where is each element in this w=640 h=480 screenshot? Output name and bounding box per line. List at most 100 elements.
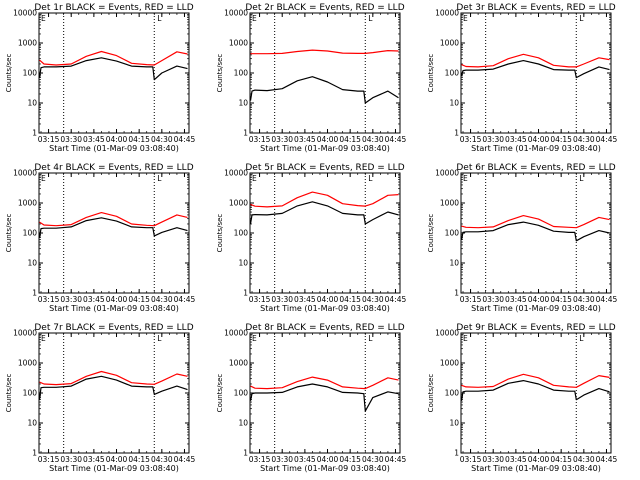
lld-series-line — [250, 376, 399, 390]
x-tick-label: 04:15 — [128, 455, 150, 464]
x-tick-label: 03:30 — [482, 455, 504, 464]
y-tick-label: 10 — [238, 99, 248, 108]
y-tick-label: 1000 — [229, 39, 248, 48]
x-tick-label: 04:30 — [151, 295, 173, 304]
y-tick-label: 1 — [454, 449, 459, 458]
x-tick-label: 03:15 — [249, 455, 271, 464]
x-tick-label: 04:15 — [550, 135, 572, 144]
marker-label-l: L — [368, 174, 373, 183]
x-tick-label: 04:15 — [339, 455, 361, 464]
x-tick-label: 04:45 — [174, 135, 196, 144]
plot-frame — [38, 172, 190, 294]
y-tick-label: 1000 — [229, 359, 248, 368]
marker-label-e: E — [252, 334, 257, 343]
x-tick-label: 04:45 — [385, 455, 407, 464]
y-tick-label: 100 — [234, 229, 249, 238]
y-tick-label: 10 — [238, 259, 248, 268]
x-tick-label: 04:00 — [317, 295, 339, 304]
y-axis-label: Counts/sec — [216, 214, 224, 253]
x-tick-label: 04:30 — [573, 455, 595, 464]
y-tick-label: 1 — [32, 449, 37, 458]
x-tick-label: 04:00 — [528, 135, 550, 144]
x-tick-label: 03:15 — [460, 455, 482, 464]
marker-label-e: E — [463, 14, 468, 23]
y-tick-label: 100 — [234, 69, 249, 78]
x-tick-label: 03:30 — [60, 455, 82, 464]
y-tick-label: 10000 — [435, 9, 459, 18]
y-tick-label: 10000 — [13, 9, 37, 18]
marker-label-l: L — [368, 334, 373, 343]
x-tick-label: 03:30 — [60, 295, 82, 304]
events-series-line — [38, 57, 188, 81]
y-tick-label: 10000 — [224, 329, 248, 338]
y-tick-label: 100 — [234, 389, 249, 398]
x-tick-label: 04:15 — [550, 295, 572, 304]
panel-9: Det 9r BLACK = Events, RED = LLD 1 10 100 10… — [427, 323, 617, 473]
y-tick-label: 10 — [449, 259, 459, 268]
x-tick-label: 04:45 — [596, 295, 618, 304]
plot-frame — [460, 172, 612, 294]
panel-5: Det 5r BLACK = Events, RED = LLD 1 10 100 10… — [216, 163, 406, 313]
x-axis-label: Start Time (01-Mar-09 03:08:40) — [49, 144, 179, 153]
x-tick-label: 04:45 — [174, 455, 196, 464]
marker-label-l: L — [368, 14, 373, 23]
x-tick-label: 03:45 — [505, 295, 527, 304]
x-tick-label: 03:45 — [83, 455, 105, 464]
x-tick-label: 04:45 — [174, 295, 196, 304]
marker-label-l: L — [157, 14, 162, 23]
y-tick-label: 1000 — [440, 39, 459, 48]
y-tick-label: 10000 — [13, 169, 37, 178]
y-tick-label: 1000 — [440, 359, 459, 368]
marker-label-l: L — [579, 334, 584, 343]
y-tick-label: 1000 — [229, 199, 248, 208]
events-series-line — [38, 375, 188, 400]
x-tick-label: 04:15 — [339, 295, 361, 304]
x-tick-label: 03:45 — [294, 135, 316, 144]
y-tick-label: 10000 — [435, 329, 459, 338]
marker-label-e: E — [41, 174, 46, 183]
lld-series-line — [39, 370, 188, 386]
y-tick-label: 1 — [243, 289, 248, 298]
x-axis-label: Start Time (01-Mar-09 03:08:40) — [49, 304, 179, 313]
x-tick-label: 03:30 — [482, 135, 504, 144]
x-tick-label: 04:15 — [128, 295, 150, 304]
y-axis-label: Counts/sec — [427, 374, 435, 413]
x-tick-label: 03:45 — [505, 455, 527, 464]
events-series-line — [38, 217, 188, 238]
x-tick-label: 04:00 — [317, 135, 339, 144]
x-tick-label: 04:15 — [339, 135, 361, 144]
x-tick-label: 03:15 — [38, 455, 60, 464]
y-axis-label: Counts/sec — [427, 54, 435, 93]
x-tick-label: 04:30 — [573, 135, 595, 144]
y-axis-label: Counts/sec — [216, 54, 224, 93]
y-tick-label: 10 — [238, 419, 248, 428]
panel-2: Det 2r BLACK = Events, RED = LLD 1 10 100 10… — [216, 3, 406, 153]
y-tick-label: 10000 — [435, 169, 459, 178]
panel-title: Det 8r BLACK = Events, RED = LLD — [245, 323, 404, 333]
x-tick-label: 03:45 — [294, 295, 316, 304]
x-tick-label: 03:15 — [249, 295, 271, 304]
x-axis-label: Start Time (01-Mar-09 03:08:40) — [471, 464, 601, 473]
plot-frame — [249, 172, 401, 294]
panel-title: Det 3r BLACK = Events, RED = LLD — [456, 3, 615, 13]
lld-series-line — [250, 191, 399, 208]
y-tick-label: 1 — [454, 289, 459, 298]
x-tick-label: 03:15 — [460, 135, 482, 144]
x-tick-label: 03:30 — [482, 295, 504, 304]
y-axis-label: Counts/sec — [5, 214, 13, 253]
plot-frame — [249, 12, 401, 134]
x-tick-label: 04:00 — [106, 455, 128, 464]
x-tick-label: 04:45 — [596, 455, 618, 464]
panel-7: Det 7r BLACK = Events, RED = LLD 1 10 100 10… — [5, 323, 195, 473]
x-axis-label: Start Time (01-Mar-09 03:08:40) — [260, 144, 390, 153]
lld-series-line — [39, 50, 188, 66]
events-series-line — [249, 201, 399, 225]
y-tick-label: 1 — [243, 449, 248, 458]
panel-4: Det 4r BLACK = Events, RED = LLD 1 10 100 10… — [5, 163, 195, 313]
x-tick-label: 03:45 — [294, 455, 316, 464]
marker-label-l: L — [157, 334, 162, 343]
marker-label-l: L — [157, 174, 162, 183]
y-tick-label: 1000 — [18, 199, 37, 208]
x-tick-label: 03:15 — [249, 135, 271, 144]
